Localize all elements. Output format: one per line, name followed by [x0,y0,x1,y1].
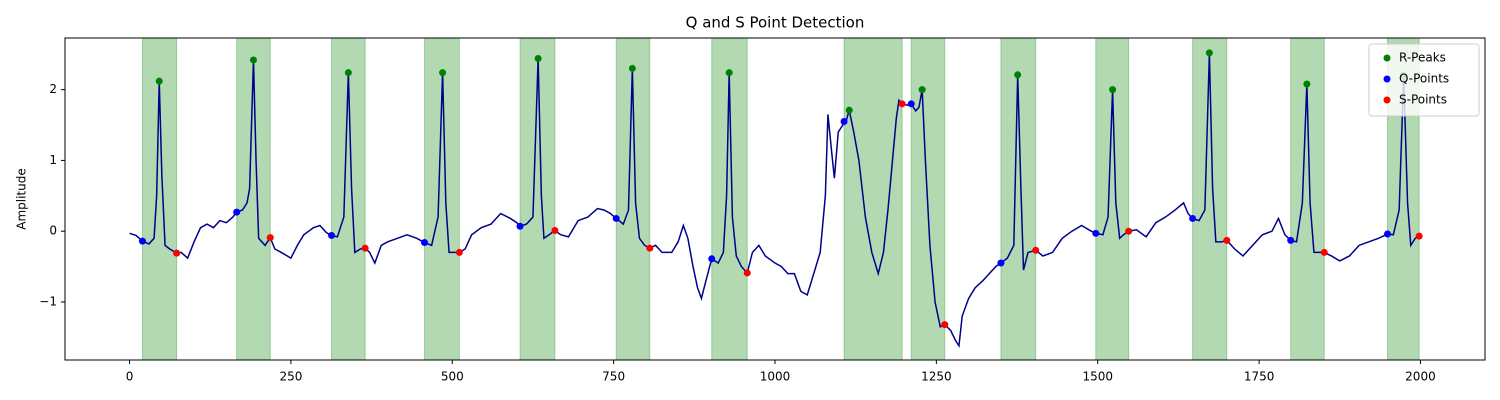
point [455,248,463,256]
legend-label: R-Peaks [1399,51,1446,65]
highlight-span [236,37,271,361]
highlight-span [843,37,903,361]
point [1125,227,1133,235]
point [361,244,369,252]
point [516,222,524,230]
point [907,100,915,108]
highlight-span [910,37,946,361]
point [1303,80,1311,88]
point [1014,71,1022,79]
x-tick-label: 1250 [921,370,952,384]
point [1109,86,1117,94]
point [155,77,163,85]
point [233,208,241,216]
x-tick-label: 250 [279,370,302,384]
point [725,69,733,77]
point [249,56,257,64]
point [941,321,949,329]
point [1384,230,1392,238]
legend-box [1368,43,1480,117]
y-tick-label: −1 [39,294,57,308]
point [997,259,1005,267]
point [628,64,636,72]
point [612,214,620,222]
point [1320,248,1328,256]
point [743,269,751,277]
point [845,106,853,114]
x-tick-label: 0 [126,370,134,384]
point [1205,49,1213,57]
point [173,249,181,257]
point [1092,229,1100,237]
x-tick-label: 750 [602,370,625,384]
point [138,237,146,245]
y-tick-label: 2 [49,82,57,96]
point [1223,236,1231,244]
legend-marker [1383,54,1391,62]
point [344,69,352,77]
y-axis-label: Amplitude [15,168,29,230]
point [918,86,926,94]
point [1189,214,1197,222]
y-tick-label: 1 [49,153,57,167]
point [646,244,654,252]
point [840,118,848,126]
point [1032,246,1040,254]
x-tick-label: 500 [441,370,464,384]
point [551,226,559,234]
point [266,234,274,242]
point [328,231,336,239]
point [1415,232,1423,240]
legend-marker [1383,96,1391,104]
x-tick-label: 2000 [1405,370,1436,384]
legend-marker [1383,75,1391,83]
legend-label: Q-Points [1399,72,1449,86]
point [439,69,447,77]
x-tick-label: 1000 [760,370,791,384]
point [1287,236,1295,244]
plot-frame [64,37,1486,361]
point [534,55,542,63]
chart-title: Q and S Point Detection [686,14,865,32]
legend-label: S-Points [1399,93,1447,107]
point [708,255,716,263]
x-tick-label: 1500 [1082,370,1113,384]
y-tick-label: 0 [49,224,57,238]
point [898,100,906,108]
x-tick-label: 1750 [1244,370,1275,384]
point [421,239,429,247]
